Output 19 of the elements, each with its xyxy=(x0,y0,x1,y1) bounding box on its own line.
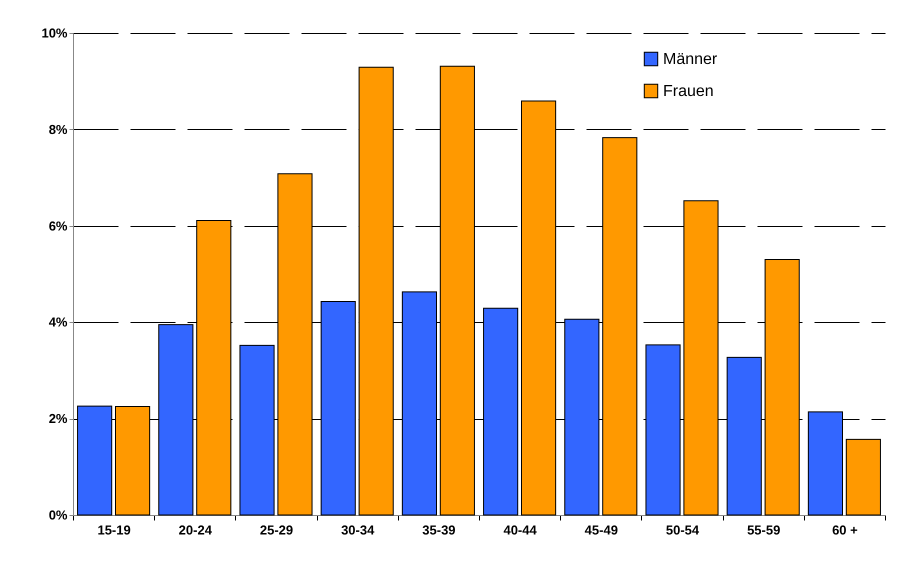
x-tick-label: 30-34 xyxy=(341,522,376,538)
x-tick-label: 50-54 xyxy=(666,522,700,538)
x-tick-label: 55-59 xyxy=(747,522,780,538)
legend-label: Männer xyxy=(663,51,718,68)
y-tick-label: 10% xyxy=(41,26,68,40)
y-tick-label: 4% xyxy=(48,314,68,330)
x-tick-label: 40-44 xyxy=(503,522,538,538)
y-tick-label: 2% xyxy=(48,411,68,426)
x-tick-label: 60 + xyxy=(832,522,858,538)
x-tick-label: 15-19 xyxy=(97,522,131,538)
x-tick-label: 20-24 xyxy=(178,522,213,538)
y-tick-label: 0% xyxy=(48,508,68,522)
x-tick-label: 25-29 xyxy=(260,522,294,538)
x-tick-label: 45-49 xyxy=(584,522,618,538)
bar xyxy=(846,438,881,516)
y-tick-label: 6% xyxy=(48,218,68,234)
x-tick-label: 35-39 xyxy=(422,522,456,538)
legend-label: Frauen xyxy=(663,83,714,100)
y-tick-label: 8% xyxy=(48,122,68,137)
